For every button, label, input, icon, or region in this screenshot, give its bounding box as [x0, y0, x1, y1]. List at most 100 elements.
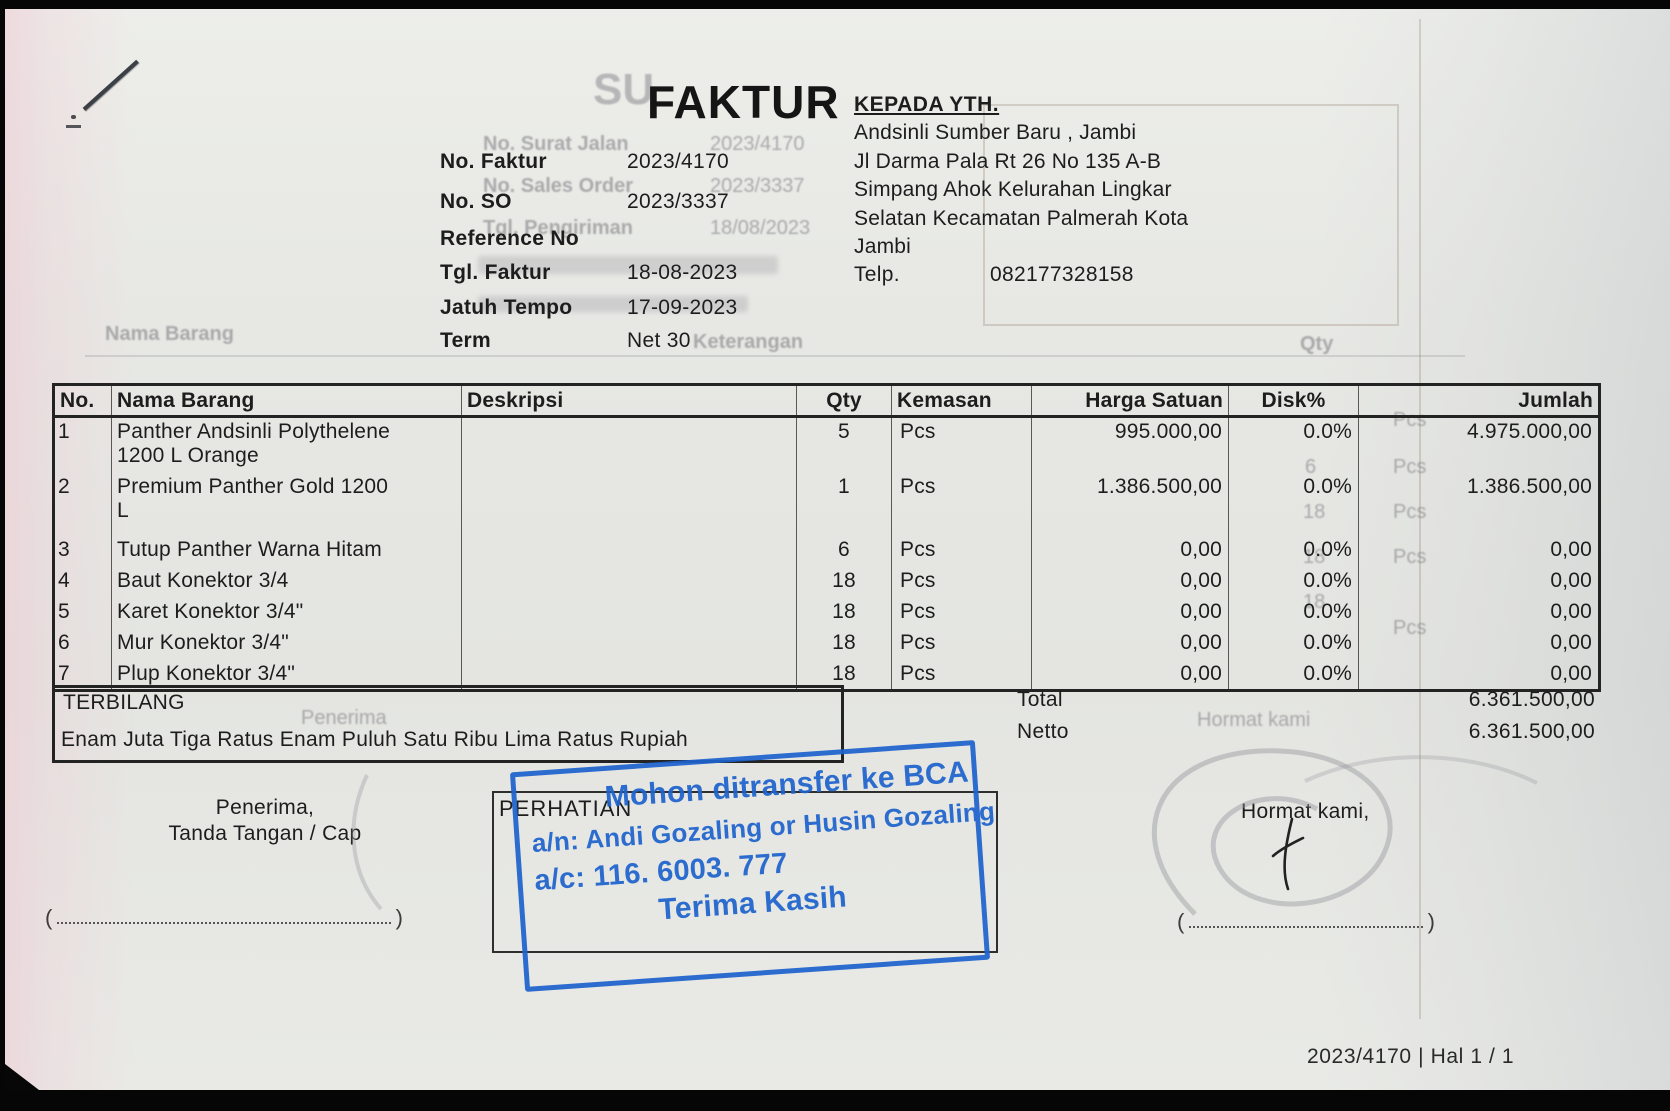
footer-page-info: 2023/4170 | Hal 1 / 1 [1307, 1045, 1515, 1068]
items-table: No. Nama Barang Deskripsi Qty Kemasan Ha… [52, 383, 1601, 692]
cell-kemasan: Pcs [891, 566, 1032, 598]
bleedthrough-table-line [85, 355, 1465, 357]
bleedthrough-text: SU [593, 65, 655, 114]
cell-kemasan: Pcs [891, 416, 1032, 473]
cell-qty: 6 [796, 535, 892, 567]
bleedthrough-text: No. Sales Order [483, 175, 634, 197]
field-value: 2023/3337 [627, 190, 729, 213]
cell-qty: 18 [796, 628, 892, 660]
table-row: 5 Karet Konektor 3/4" 18 Pcs 0,00 0.0% 0,00 [54, 597, 1600, 629]
bleedthrough-text: No. Surat Jalan [483, 133, 629, 155]
col-header-nama-barang: Nama Barang [111, 384, 462, 418]
col-header-kemasan: Kemasan [891, 384, 1032, 418]
paren-close: ) [1427, 909, 1435, 934]
cell-no: 6 [58, 630, 70, 654]
signature-line-right: () [1177, 909, 1435, 935]
bleedthrough-text: Nama Barang [105, 323, 234, 345]
staple-dash-mark [66, 125, 81, 128]
ink-signature [1271, 817, 1305, 891]
bleedthrough-text: Qty [1300, 333, 1334, 355]
cell-qty: 5 [796, 416, 892, 473]
cell-harga: 0,00 [1031, 535, 1229, 567]
cell-nama: Panther Andsinli Polythelene 1200 L Oran… [111, 416, 462, 473]
scan-corner-notch [5, 1064, 39, 1090]
cell-kemasan: Pcs [891, 597, 1032, 629]
cell-no: 7 [58, 661, 70, 685]
cell-disk: 0.0% [1228, 628, 1359, 660]
invoice-paper: SU No. Surat Jalan 2023/4170 No. Sales Orde… [5, 9, 1670, 1090]
cell-deskripsi [461, 535, 797, 567]
cell-harga: 0,00 [1031, 566, 1229, 598]
cell-jumlah: 0,00 [1358, 566, 1600, 598]
cell-no: 5 [58, 599, 70, 623]
penerima-block: Penerima, Tanda Tangan / Cap [145, 795, 385, 847]
items-header-row: No. Nama Barang Deskripsi Qty Kemasan Ha… [53, 384, 1600, 418]
field-value: 17-09-2023 [627, 296, 738, 319]
cell-deskripsi [461, 566, 797, 598]
terbilang-text: Enam Juta Tiga Ratus Enam Puluh Satu Rib… [61, 728, 689, 751]
cell-disk: 0.0% [1228, 597, 1359, 629]
document-title: FAKTUR [647, 76, 840, 128]
recipient-line: Jambi [854, 235, 912, 258]
recipient-line: Jl Darma Pala Rt 26 No 135 A-B [854, 149, 1162, 173]
total-value: 6.361.500,00 [1468, 688, 1595, 711]
bleedthrough-text: 2023/3337 [710, 175, 805, 197]
pencil-scribble [1304, 755, 1538, 785]
field-value: Net 30 [627, 329, 691, 352]
field-label: No. SO [440, 190, 512, 213]
dotted-line [1189, 925, 1423, 928]
field-label: Jatuh Tempo [440, 296, 573, 319]
cell-harga: 0,00 [1031, 597, 1229, 629]
table-row: 3 Tutup Panther Warna Hitam 6 Pcs 0,00 0.0% 0,… [54, 535, 1600, 567]
bank-transfer-stamp: Mohon ditransfer ke BCA a/n: Andi Gozali… [509, 740, 996, 992]
bleedthrough-smudge [478, 296, 748, 312]
cell-kemasan: Pcs [891, 535, 1032, 567]
penerima-line1: Penerima, [215, 796, 315, 819]
cell-jumlah: 0,00 [1358, 597, 1600, 629]
cell-kemasan: Pcs [891, 659, 1032, 691]
field-label: No. Faktur [440, 150, 547, 173]
field-label: Tgl. Faktur [440, 261, 551, 284]
cell-nama: Baut Konektor 3/4 [111, 566, 462, 598]
netto-value: 6.361.500,00 [1468, 720, 1595, 743]
cell-nama: Mur Konektor 3/4" [111, 628, 462, 660]
cell-jumlah: 0,00 [1358, 628, 1600, 660]
cell-harga: 995.000,00 [1031, 416, 1229, 473]
paren-open: ( [45, 905, 53, 930]
cell-deskripsi [461, 472, 797, 536]
cell-jumlah: 4.975.000,00 [1358, 416, 1600, 473]
field-value: 2023/4170 [627, 150, 729, 173]
field-label: Reference No [440, 227, 579, 250]
cell-kemasan: Pcs [891, 628, 1032, 660]
cell-disk: 0.0% [1228, 535, 1359, 567]
cell-nama: Karet Konektor 3/4" [111, 597, 462, 629]
total-label: Total [1017, 688, 1063, 711]
terbilang-box: TERBILANG Enam Juta Tiga Ratus Enam Pulu… [52, 685, 844, 763]
cell-disk: 0.0% [1228, 566, 1359, 598]
cell-disk: 0.0% [1228, 659, 1359, 691]
bleedthrough-text: Tgl. Pengiriman [483, 217, 634, 239]
kepada-yth-label: KEPADA YTH. [854, 93, 1000, 116]
bleedthrough-text: 2023/4170 [710, 133, 805, 155]
col-header-no: No. [53, 384, 112, 418]
cell-no: 1 [58, 420, 70, 443]
col-header-disk: Disk% [1228, 384, 1359, 418]
table-row: 1 Panther Andsinli Polythelene 1200 L Ora… [54, 416, 1600, 473]
cell-disk: 0.0% [1228, 472, 1359, 536]
bleedthrough-text: Penerima [301, 707, 387, 729]
bleedthrough-text: Keterangan [693, 331, 804, 353]
col-header-harga-satuan: Harga Satuan [1031, 384, 1229, 418]
perhatian-box: PERHATIAN [492, 791, 998, 953]
bleedthrough-smudge [478, 256, 778, 274]
cell-harga: 1.386.500,00 [1031, 472, 1229, 536]
bleedthrough-text: 18/08/2023 [710, 217, 811, 239]
bleedthrough-text: Hormat kami [1197, 709, 1311, 731]
paren-open: ( [1177, 909, 1185, 934]
bleedthrough-box [983, 104, 1399, 326]
telp-label: Telp. [854, 263, 900, 286]
col-header-jumlah: Jumlah [1358, 384, 1600, 418]
terbilang-label: TERBILANG [63, 691, 185, 714]
cell-no: 4 [58, 568, 70, 592]
cell-jumlah: 1.386.500,00 [1358, 472, 1600, 536]
